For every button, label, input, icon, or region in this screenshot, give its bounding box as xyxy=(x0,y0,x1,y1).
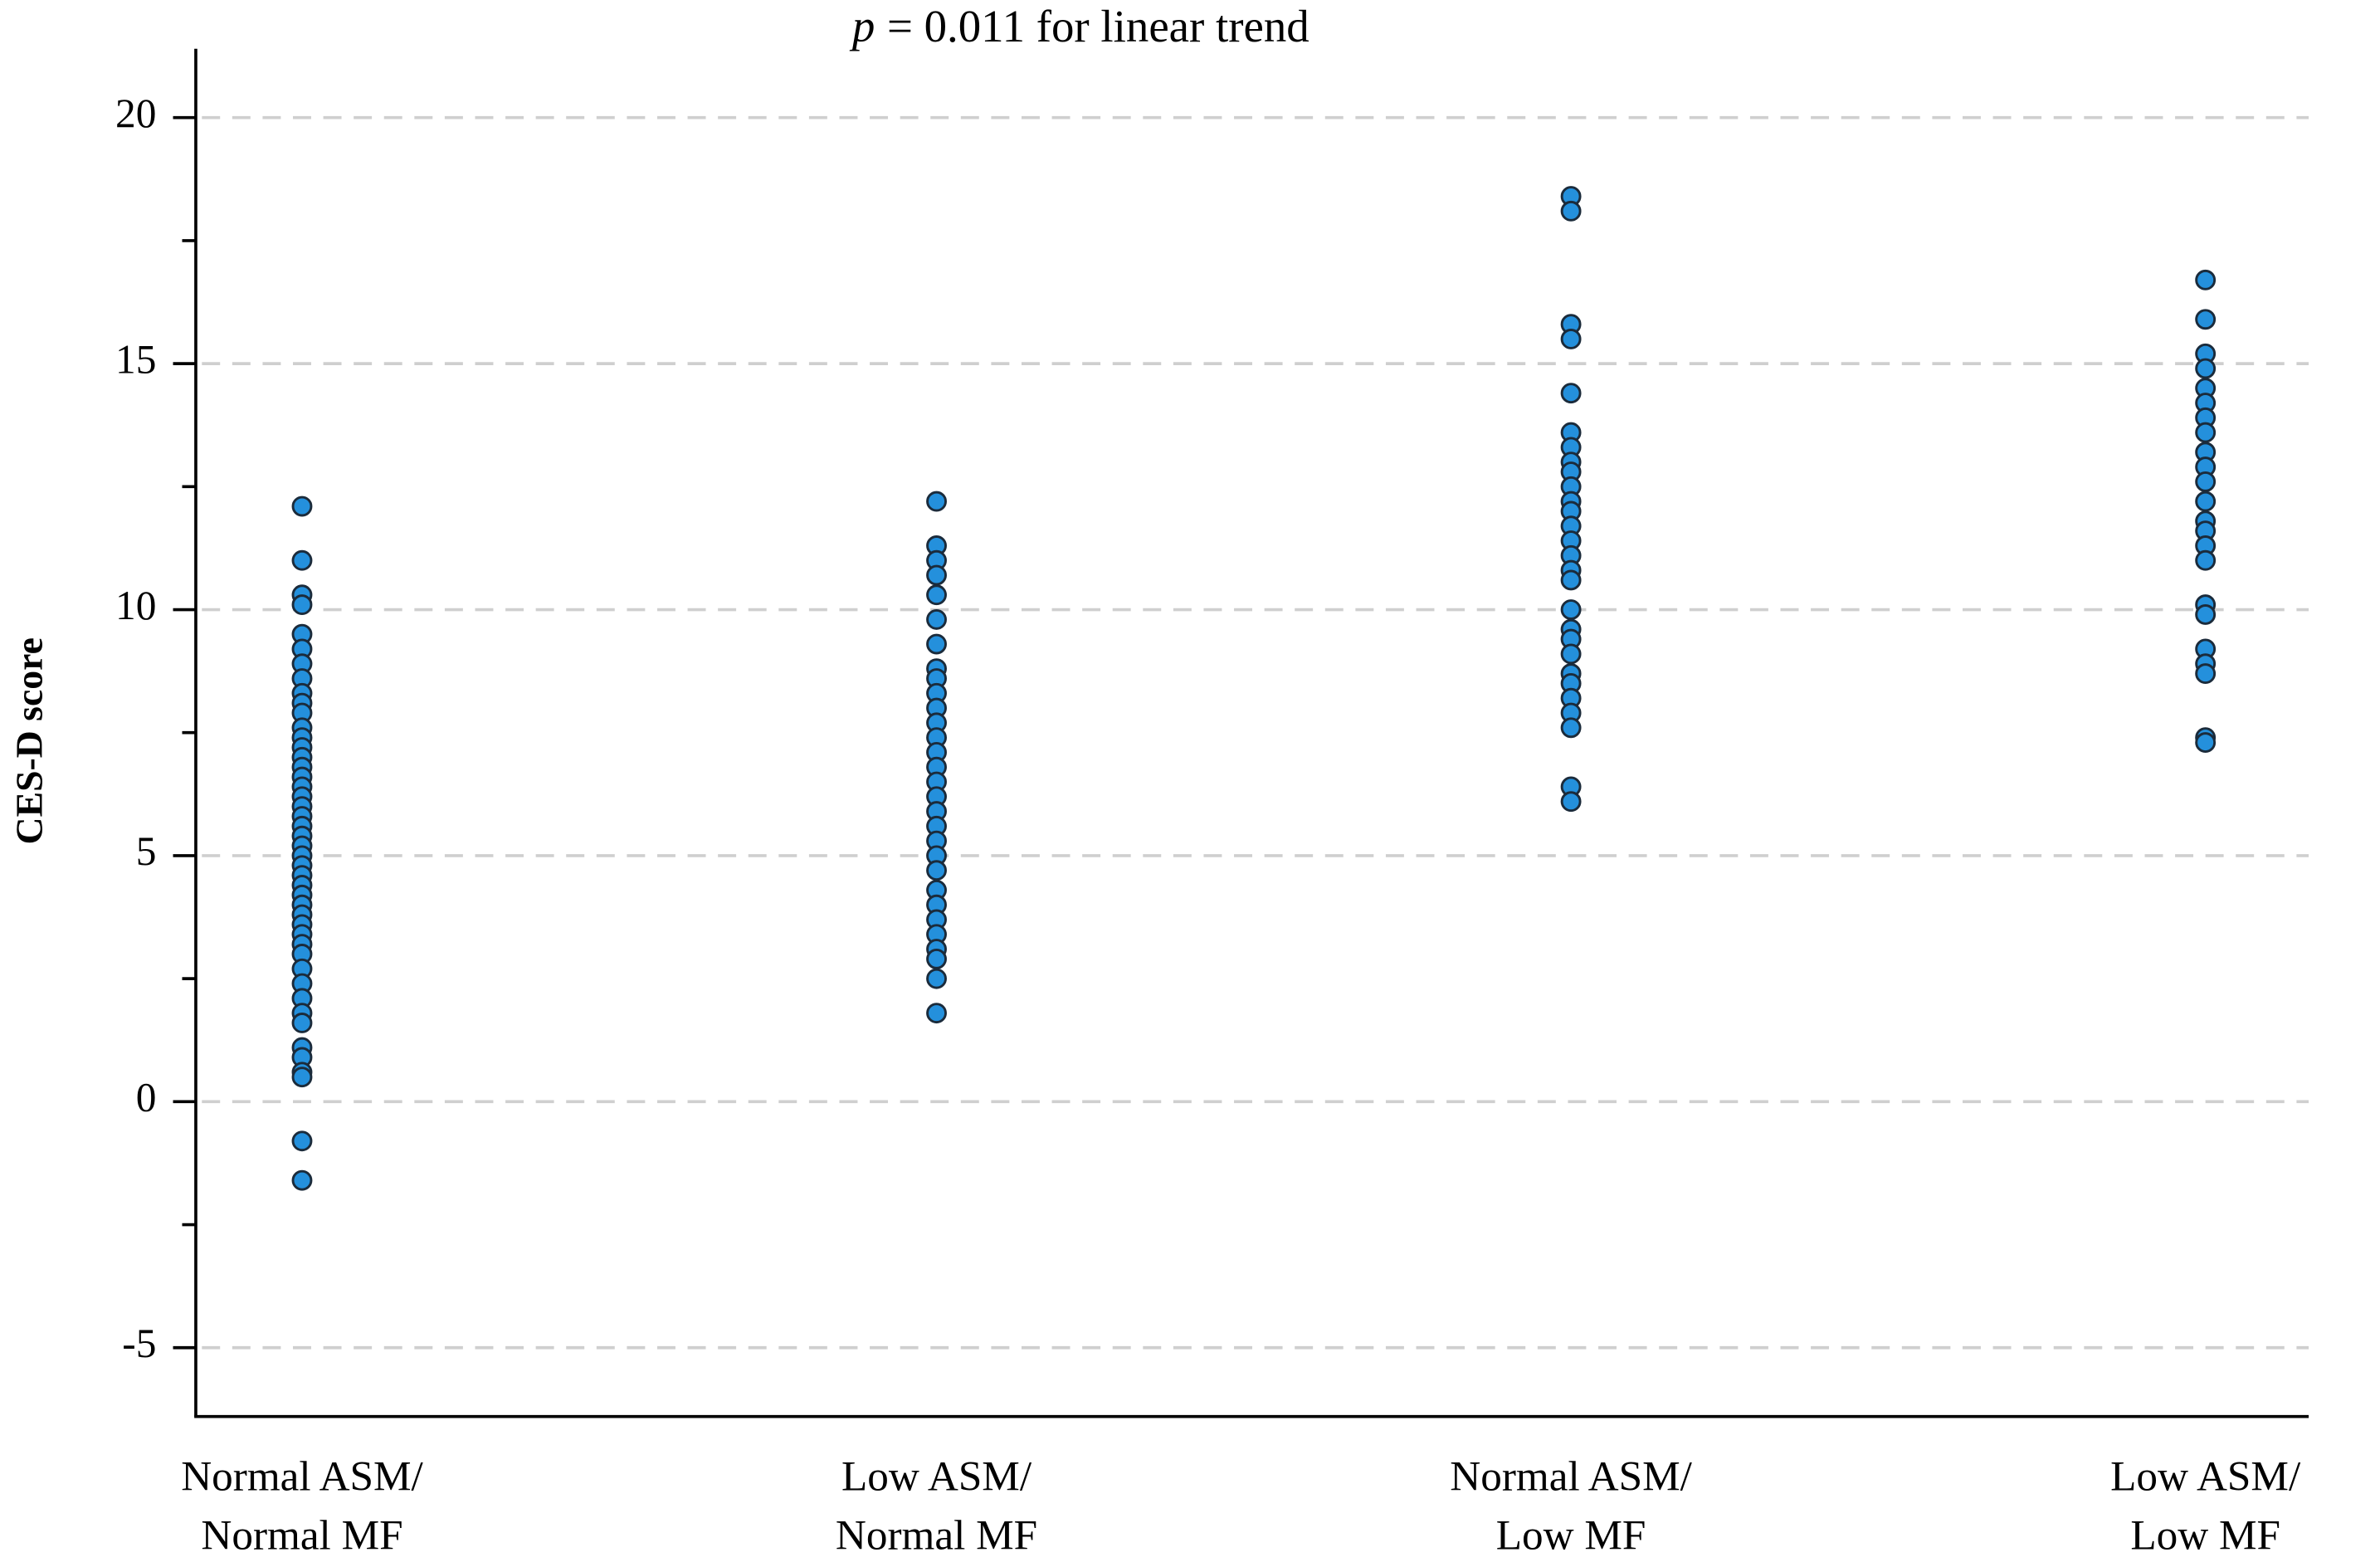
point xyxy=(926,633,947,655)
y-tick-label: 15 xyxy=(115,336,156,382)
y-axis-label: CES-D score xyxy=(8,637,51,844)
x-tick-label: Low ASM/ xyxy=(2110,1452,2301,1500)
point xyxy=(1560,329,1582,349)
point xyxy=(1560,569,1582,591)
point xyxy=(291,1169,313,1191)
point xyxy=(2195,358,2217,379)
point xyxy=(291,1013,313,1033)
point xyxy=(926,1003,947,1024)
point xyxy=(291,549,313,571)
point xyxy=(1560,791,1582,813)
point xyxy=(926,948,947,969)
y-tick-label: 20 xyxy=(115,90,156,136)
point xyxy=(291,495,313,517)
y-tick-label: 5 xyxy=(136,828,157,874)
x-tick-label: Normal MF xyxy=(836,1512,1037,1560)
x-tick-label: Normal ASM/ xyxy=(1450,1452,1692,1500)
annotation-text: = 0.011 for linear trend xyxy=(887,0,1309,51)
y-tick-label: 0 xyxy=(136,1075,157,1120)
y-tick-label: -5 xyxy=(122,1320,156,1366)
x-tick-label: Normal MF xyxy=(201,1512,402,1560)
point xyxy=(1560,599,1582,620)
x-tick-label: Low MF xyxy=(1496,1512,1646,1560)
point xyxy=(2195,604,2217,625)
point xyxy=(1560,200,1582,222)
x-tick-label: Normal ASM/ xyxy=(181,1452,423,1500)
point xyxy=(2195,269,2217,290)
point xyxy=(1560,383,1582,404)
x-tick-label: Low ASM/ xyxy=(841,1452,1032,1500)
point xyxy=(926,584,947,606)
point xyxy=(2195,732,2217,754)
point xyxy=(2195,491,2217,512)
point xyxy=(926,968,947,989)
point xyxy=(926,608,947,630)
point xyxy=(926,564,947,586)
point xyxy=(1560,643,1582,665)
point xyxy=(291,1130,313,1152)
point xyxy=(2195,663,2217,685)
y-tick-label: 10 xyxy=(115,583,156,628)
point xyxy=(2195,549,2217,571)
annotation: p = 0.011 for linear trend xyxy=(849,0,1309,51)
point xyxy=(2195,471,2217,492)
point xyxy=(2195,422,2217,443)
annotation-symbol: p xyxy=(849,0,875,51)
point xyxy=(291,1067,313,1088)
x-tick-label: Low MF xyxy=(2130,1512,2280,1560)
point xyxy=(291,594,313,616)
point xyxy=(2195,309,2217,330)
point xyxy=(1560,717,1582,739)
point xyxy=(926,491,947,512)
point xyxy=(926,860,947,881)
